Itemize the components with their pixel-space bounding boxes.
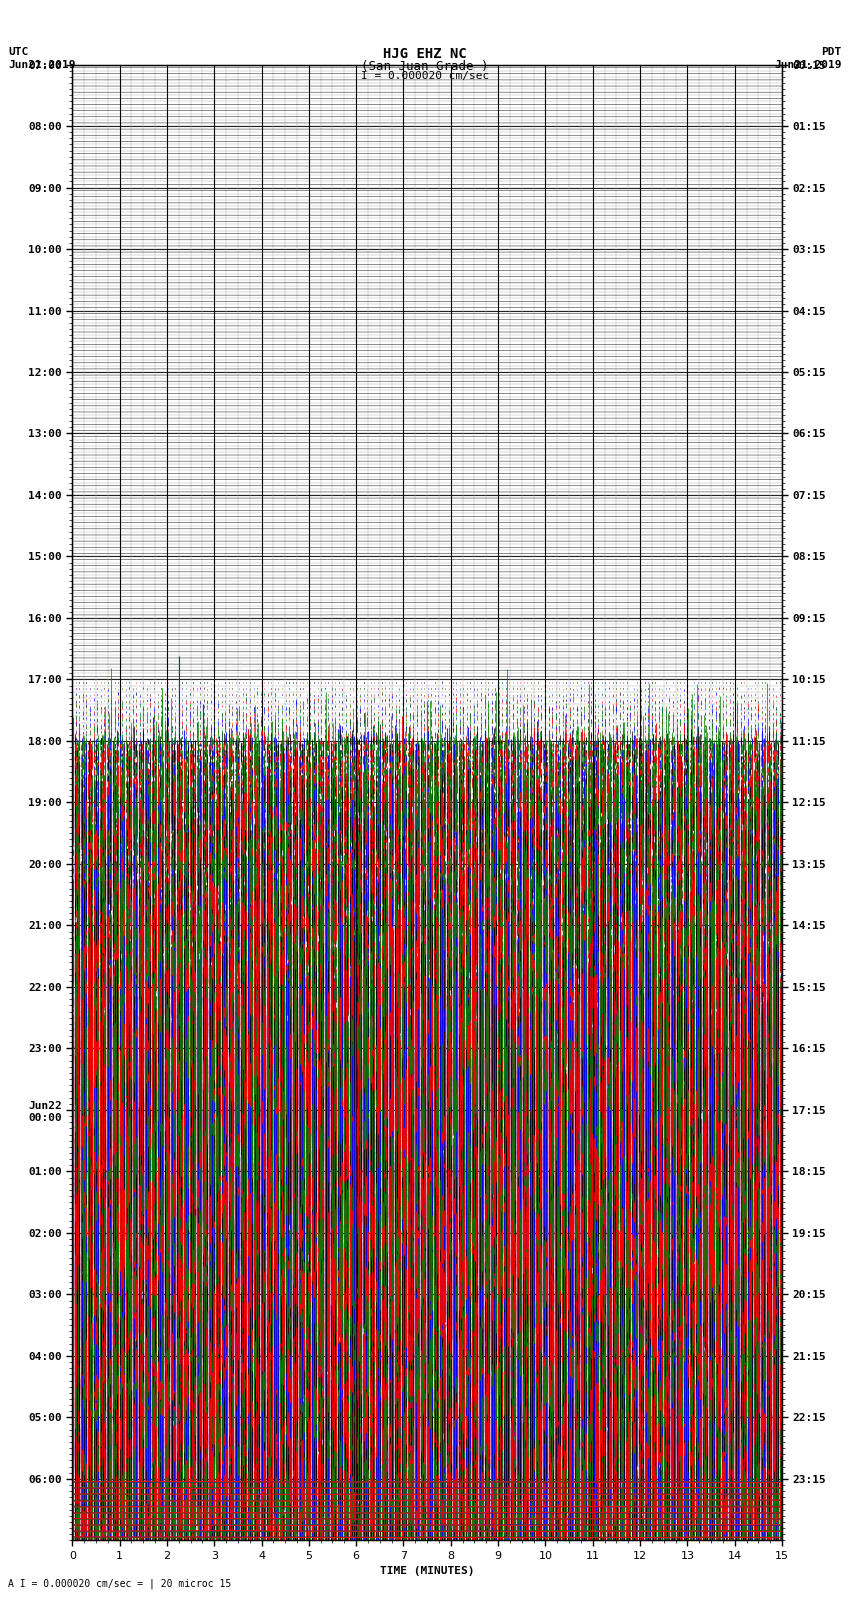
Text: I = 0.000020 cm/sec: I = 0.000020 cm/sec — [361, 71, 489, 81]
Text: Jun21,2019: Jun21,2019 — [774, 60, 842, 69]
Text: UTC: UTC — [8, 47, 29, 56]
X-axis label: TIME (MINUTES): TIME (MINUTES) — [380, 1566, 474, 1576]
Text: HJG EHZ NC: HJG EHZ NC — [383, 47, 467, 61]
Text: PDT: PDT — [821, 47, 842, 56]
Text: A I = 0.000020 cm/sec = | 20 microc 15: A I = 0.000020 cm/sec = | 20 microc 15 — [8, 1578, 232, 1589]
Text: Jun21,2019: Jun21,2019 — [8, 60, 76, 69]
Text: (San Juan Grade ): (San Juan Grade ) — [361, 60, 489, 73]
